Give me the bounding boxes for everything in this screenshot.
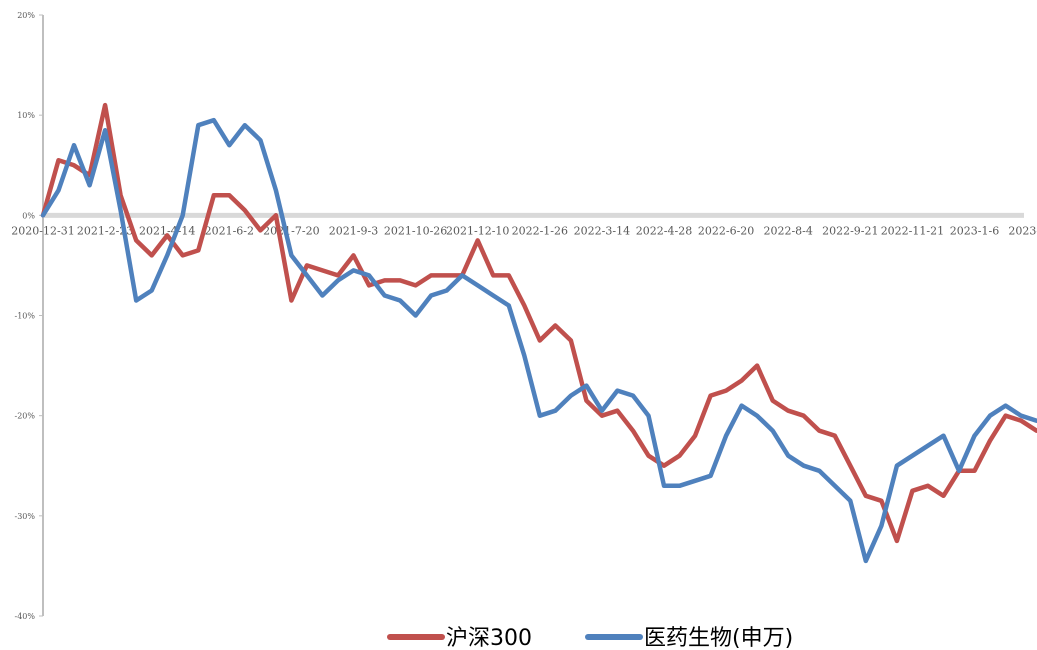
y-tick-label: -30% [15,512,36,521]
x-tick-label: 2021-9-3 [329,224,378,237]
legend-label: 医药生物(申万) [644,626,793,650]
series-line-0 [40,102,1037,544]
x-tick-label: 2021-12-10 [446,224,509,237]
x-tick-label: 2021-4-14 [139,224,195,237]
y-tick-label: 10% [17,111,35,120]
x-tick-label: 2022-1-26 [512,224,568,237]
y-tick-label: -10% [15,312,36,321]
x-tick-label: 2021-10-26 [384,224,447,237]
y-tick-label: 0% [22,211,35,220]
series-lines [40,102,1037,564]
x-tick-label: 2021-6-2 [205,224,254,237]
x-tick-label: 2022-6-20 [698,224,754,237]
x-tick-label: 2022-9-21 [822,224,878,237]
y-tick-label: 20% [17,11,35,20]
y-axis: 20% 10% 0% -10% -20% -30% -40% [15,11,44,621]
x-tick-label: 2021-7-20 [263,224,319,237]
x-tick-label: 2022-3-14 [574,224,630,237]
x-tick-label: 2022-4-28 [636,224,692,237]
x-axis-labels: 2020-12-31 2021-2-23 2021-4-14 2021-6-2 2021… [11,224,1037,237]
x-tick-label: 2022-8-4 [763,224,812,237]
y-tick-label: -20% [15,412,36,421]
legend-label: 沪深300 [446,626,532,650]
x-tick-label: 2022-11-21 [881,224,944,237]
series-line-1 [40,117,1037,564]
x-tick-label: 2023-2-22 [1008,224,1037,237]
x-tick-label: 2020-12-31 [11,224,74,237]
legend: 沪深300 医药生物(申万) [387,626,793,650]
y-tick-label: -40% [15,612,36,621]
x-tick-label: 2023-1-6 [950,224,999,237]
x-tick-label: 2021-2-23 [77,224,133,237]
